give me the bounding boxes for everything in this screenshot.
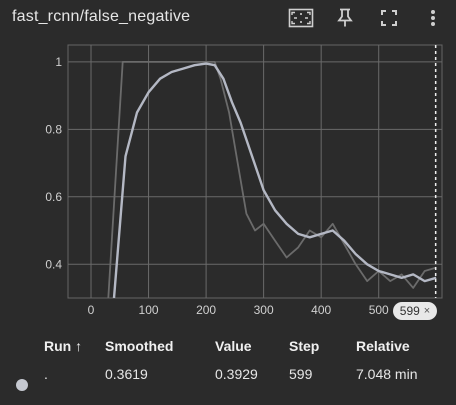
x-tick-label: 100 (139, 303, 159, 317)
header-step[interactable]: Step (289, 338, 320, 354)
table-header-row: Run ↑ Smoothed Value Step Relative (0, 332, 456, 360)
chart-title: fast_rcnn/false_negative (12, 8, 191, 25)
row-step: 599 (289, 366, 313, 382)
plot-frame (67, 44, 443, 299)
raw-series-line (107, 60, 437, 298)
y-tick-label: 0.6 (45, 190, 62, 204)
fit-domain-button[interactable] (284, 4, 318, 32)
fullscreen-button[interactable] (372, 4, 406, 32)
pin-icon (337, 8, 353, 27)
line-chart[interactable]: 0 100 200 300 400 500 0.4 0.6 0.8 1 (0, 40, 456, 330)
step-cursor-badge[interactable]: 599 × (393, 302, 437, 320)
fullscreen-icon (381, 10, 397, 26)
header-run[interactable]: Run ↑ (44, 338, 83, 354)
header-value[interactable]: Value (215, 338, 252, 354)
smoothed-series-line (112, 62, 437, 298)
x-tick-label: 0 (88, 303, 95, 317)
x-tick-label: 200 (196, 303, 216, 317)
row-value: 0.3929 (215, 366, 258, 382)
row-smoothed: 0.3619 (105, 366, 148, 382)
fit-domain-icon (288, 8, 314, 28)
step-cursor-value: 599 (399, 304, 420, 318)
pin-button[interactable] (328, 4, 362, 32)
y-tick-label: 1 (55, 55, 62, 69)
row-relative: 7.048 min (356, 366, 418, 382)
close-icon[interactable]: × (423, 305, 431, 317)
row-run: . (44, 366, 48, 382)
card-toolbar (284, 4, 450, 32)
header-smoothed[interactable]: Smoothed (105, 338, 174, 354)
table-row: . 0.3619 0.3929 599 7.048 min (0, 360, 456, 388)
more-vert-icon (431, 10, 435, 26)
run-color-swatch (16, 379, 28, 391)
x-tick-label: 400 (311, 303, 331, 317)
y-tick-label: 0.4 (45, 257, 62, 271)
y-tick-label: 0.8 (45, 122, 62, 136)
header-relative[interactable]: Relative (356, 338, 410, 354)
more-options-button[interactable] (416, 4, 450, 32)
x-tick-label: 300 (254, 303, 274, 317)
x-tick-label: 500 (369, 303, 389, 317)
